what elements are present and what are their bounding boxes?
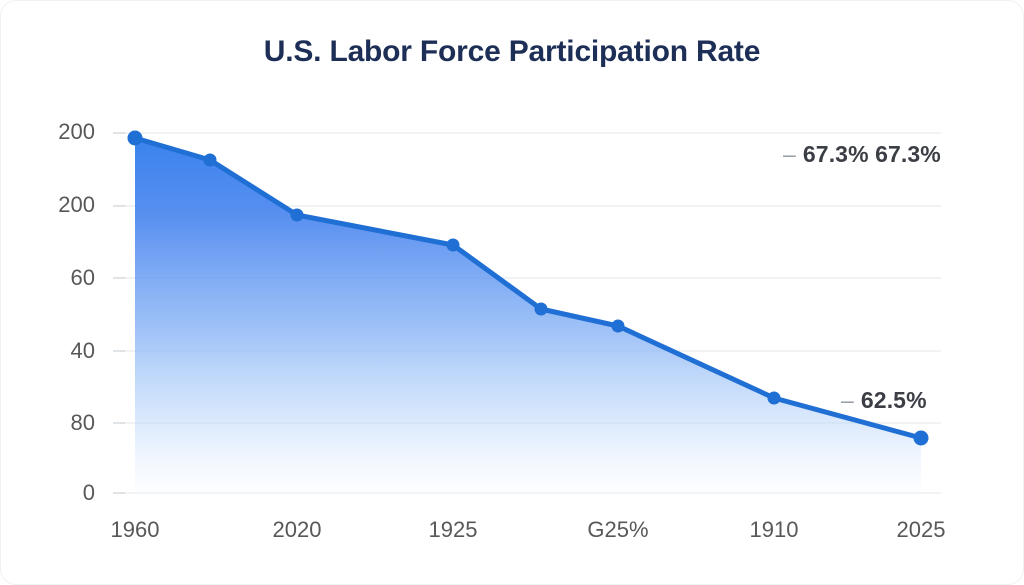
data-point	[203, 153, 217, 167]
data-point	[611, 319, 625, 333]
data-point	[534, 302, 548, 316]
data-point-markers	[127, 130, 929, 446]
x-axis-tick-labels: 1960 2020 1925 G25% 1910 2025	[1, 517, 1023, 557]
y-tick-label: 40	[70, 338, 95, 363]
data-point	[767, 391, 781, 405]
annotation-bottom-text: 62.5%	[860, 387, 927, 413]
page-title: U.S. Labor Force Participation Rate	[263, 35, 761, 68]
x-tick-label: 1910	[749, 517, 799, 542]
annotation-dash-icon: –	[783, 141, 796, 167]
x-tick-label: 2025	[896, 517, 946, 542]
chart-plot-svg	[113, 130, 941, 494]
plot-area	[113, 121, 941, 496]
data-point	[290, 208, 304, 222]
data-line	[132, 135, 924, 441]
annotation-start-value: –67.3% 67.3%	[783, 141, 941, 168]
data-point	[913, 430, 929, 446]
x-tick-label: 2020	[272, 517, 322, 542]
y-axis-ticks	[113, 132, 125, 494]
y-tick-label: 60	[70, 265, 95, 290]
y-tick-label: 80	[70, 410, 95, 435]
x-tick-label: G25%	[587, 517, 649, 542]
annotation-top-text: 67.3% 67.3%	[802, 141, 941, 167]
y-tick-label: 200	[58, 192, 95, 217]
area-fill	[135, 138, 921, 493]
data-point	[446, 238, 460, 252]
x-tick-label: 1925	[428, 517, 478, 542]
annotation-dash-icon: –	[841, 387, 854, 413]
x-tick-label: 1960	[110, 517, 160, 542]
annotation-end-value: –62.5%	[841, 387, 927, 414]
y-axis-tick-labels: 200 200 60 40 80 0	[19, 1, 95, 584]
data-point	[127, 130, 143, 146]
y-tick-label: 200	[58, 119, 95, 144]
y-tick-label: 0	[82, 480, 95, 505]
